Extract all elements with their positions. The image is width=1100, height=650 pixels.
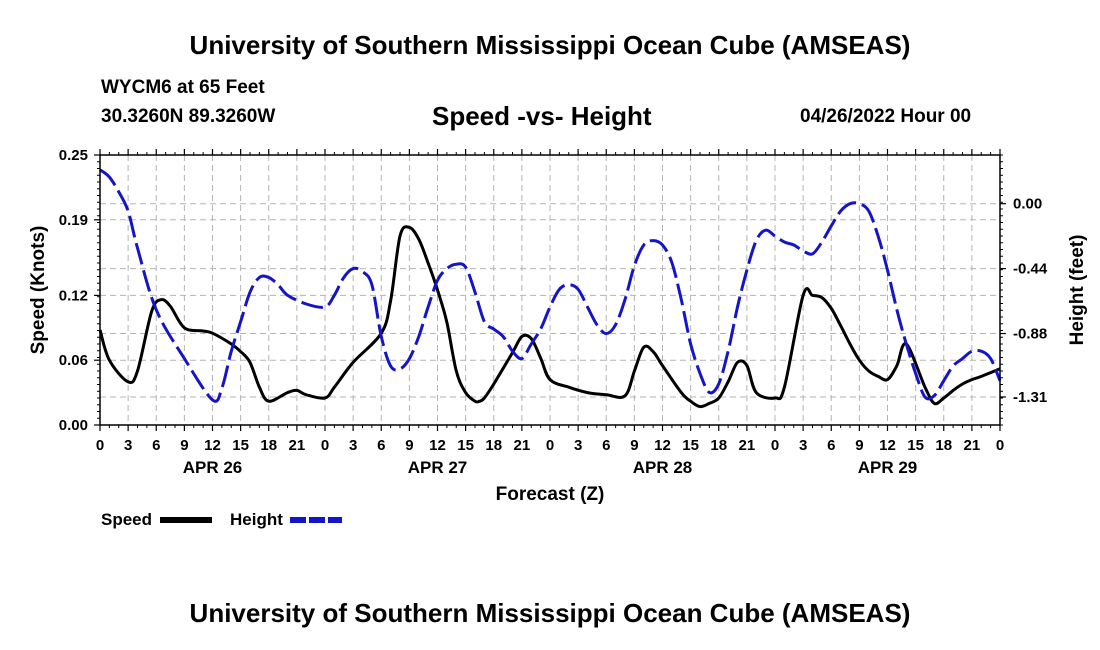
x-tick-label: 18 [710, 437, 727, 454]
y-axis-left-label: Speed (Knots) [28, 226, 49, 355]
grid [100, 155, 1000, 425]
x-tick-label: 0 [96, 437, 104, 454]
series-line-height [99, 168, 1002, 403]
x-tick-label: 18 [485, 437, 502, 454]
x-tick-label: 6 [827, 437, 835, 454]
x-tick-label: 6 [152, 437, 160, 454]
x-tick-label: 15 [457, 437, 474, 454]
station-label: WYCM6 at 65 Feet [101, 77, 265, 98]
x-tick-label: 6 [377, 437, 385, 454]
x-tick-label: 18 [260, 437, 277, 454]
chart-main-title: University of Southern Mississippi Ocean… [189, 30, 911, 60]
x-tick-label: 18 [935, 437, 952, 454]
y-axis-right-label: Height (feet) [1067, 235, 1088, 346]
x-tick-label: 21 [514, 437, 531, 454]
plot-title: Speed -vs- Height [432, 101, 652, 131]
y-right-tick-label: 0.00 [1013, 196, 1042, 213]
y-left-tick-label: 0.19 [59, 212, 88, 229]
x-tick-label: 12 [204, 437, 221, 454]
x-tick-label: 0 [321, 437, 329, 454]
y-right-tick-label: -0.44 [1013, 261, 1048, 278]
x-tick-label: 6 [602, 437, 610, 454]
footer-title: University of Southern Mississippi Ocean… [189, 598, 911, 628]
x-tick-label: 12 [429, 437, 446, 454]
y-left-tick-label: 0.12 [59, 287, 88, 304]
x-tick-label: 9 [405, 437, 413, 454]
series-line-speed [98, 225, 1001, 409]
x-tick-label: 15 [232, 437, 249, 454]
legend: Speed Height [101, 510, 342, 529]
day-label: APR 26 [183, 458, 243, 477]
x-tick-label: 3 [799, 437, 807, 454]
y-left-tick-label: 0.06 [59, 352, 88, 369]
x-tick-label: 12 [879, 437, 896, 454]
day-label: APR 28 [633, 458, 693, 477]
x-tick-label: 12 [654, 437, 671, 454]
day-label: APR 27 [408, 458, 468, 477]
series-layer [98, 168, 1002, 409]
x-tick-label: 9 [630, 437, 638, 454]
x-tick-label: 15 [682, 437, 699, 454]
axes: 0 3 6 9 12 15 18 21 0 3 6 9 12 15 18 21 0 3 6 9 12 15 18 21 0 3 6 9… [59, 147, 1048, 477]
x-tick-label: 21 [739, 437, 756, 454]
x-axis-label: Forecast (Z) [496, 484, 605, 505]
legend-label-speed: Speed [101, 510, 152, 529]
y-right-tick-label: -0.88 [1013, 326, 1047, 343]
x-tick-label: 3 [349, 437, 357, 454]
y-left-tick-label: 0.25 [59, 147, 88, 164]
y-right-tick-label: -1.31 [1013, 389, 1047, 406]
x-tick-label: 0 [771, 437, 779, 454]
x-tick-label: 21 [964, 437, 981, 454]
x-tick-label: 0 [546, 437, 554, 454]
x-tick-label: 3 [124, 437, 132, 454]
x-tick-label: 0 [996, 437, 1004, 454]
x-tick-label: 9 [180, 437, 188, 454]
x-tick-label: 15 [907, 437, 924, 454]
x-tick-label: 9 [855, 437, 863, 454]
y-left-tick-label: 0.00 [59, 417, 88, 434]
legend-label-height: Height [230, 510, 283, 529]
x-tick-label: 3 [574, 437, 582, 454]
x-tick-label: 21 [289, 437, 306, 454]
day-label: APR 29 [858, 458, 918, 477]
station-coordinates: 30.3260N 89.3260W [101, 106, 276, 127]
run-date: 04/26/2022 Hour 00 [800, 106, 972, 127]
